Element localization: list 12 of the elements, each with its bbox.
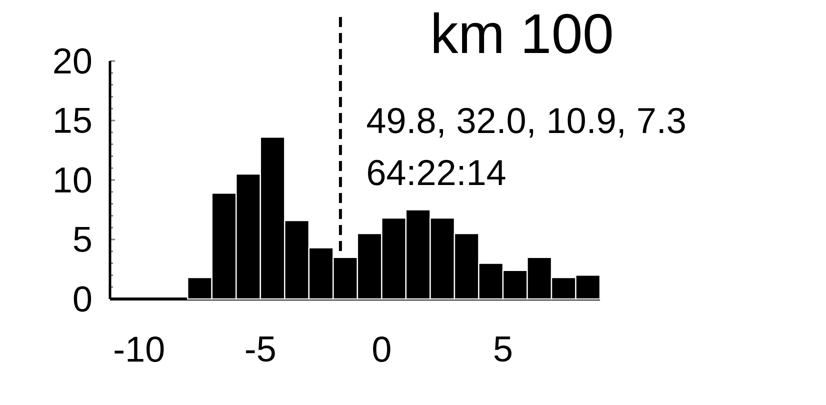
x-tick-label: 0 [373, 336, 390, 362]
annotation: 64:22:14 [368, 160, 506, 186]
chart-title: km 100 [434, 12, 612, 54]
y-tick-label: 15 [55, 108, 91, 134]
y-tick-label: 20 [54, 48, 92, 74]
x-tick-label: -10 [114, 336, 164, 362]
y-tick-label: 0 [74, 286, 92, 312]
y-tick-label: 5 [74, 226, 91, 252]
x-tick-label: 5 [494, 336, 512, 362]
x-tick-label: -5 [246, 336, 275, 362]
annotation: 49.8, 32.0, 10.9, 7.3 [367, 108, 685, 138]
y-tick-label: 10 [55, 167, 92, 193]
